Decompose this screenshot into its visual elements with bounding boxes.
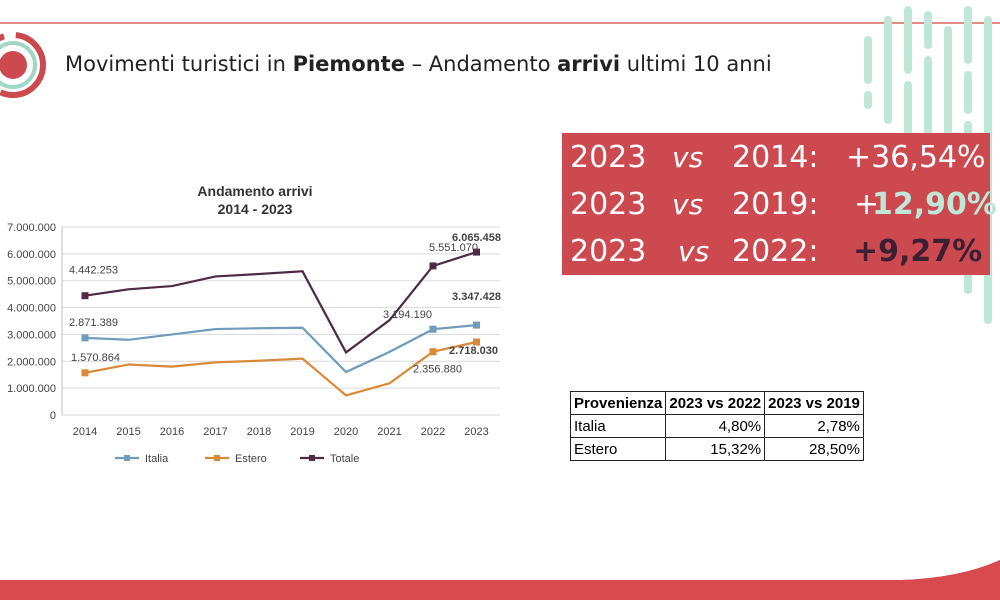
comparison-year: 2023 (570, 187, 647, 222)
y-tick-label: 4.000.000 (7, 303, 56, 315)
data-point-marker (473, 321, 480, 329)
x-tick-label: 2016 (160, 426, 184, 438)
y-tick-label: 1.000.000 (7, 383, 56, 395)
chart-title: Andamento arrivi (197, 183, 312, 199)
y-tick-label: 7.000.000 (7, 222, 56, 234)
brand-logo-icon (0, 32, 46, 98)
data-point-marker (473, 338, 480, 346)
column-header: 2023 vs 2019 (764, 391, 864, 415)
y-tick-label: 0 (50, 410, 56, 422)
table-cell: 2,78% (764, 414, 864, 438)
x-tick-label: 2018 (247, 426, 271, 438)
x-tick-label: 2014 (73, 426, 97, 438)
table-cell: Estero (569, 437, 667, 461)
comparison-value: +36,54% (846, 140, 986, 175)
series-line-italia (84, 324, 477, 374)
table-cell: 4,80% (665, 414, 766, 438)
x-tick-label: 2019 (290, 426, 314, 438)
comparison-row-2022: 2023 vs 2022: +9,27% (562, 229, 990, 275)
data-point-marker (429, 348, 437, 356)
table-cell: Italia (569, 414, 667, 438)
table-header-row: Provenienza 2023 vs 2022 2023 vs 2019 (569, 391, 864, 415)
footer-wave (0, 560, 1000, 600)
series-line-estero (84, 340, 477, 397)
data-label: 5.551.070 (429, 242, 478, 254)
data-label: 6.065.458 (452, 232, 501, 244)
data-label: 4.442.253 (69, 265, 118, 277)
data-point-marker (429, 325, 437, 333)
legend-marker (124, 455, 130, 461)
comparison-vs: vs (678, 235, 710, 268)
y-tick-label: 6.000.000 (7, 249, 56, 261)
comparison-base-year: 2019: (732, 187, 819, 222)
provenance-table: Provenienza 2023 vs 2022 2023 vs 2019 It… (569, 391, 864, 461)
arrivals-line-chart: Andamento arrivi 2014 - 2023 0 1.000.000 2… (7, 183, 501, 465)
data-point-marker (81, 292, 89, 300)
column-header: 2023 vs 2022 (665, 391, 766, 415)
legend-label: Italia (145, 453, 169, 465)
y-tick-label: 5.000.000 (7, 276, 56, 288)
data-label: 3.347.428 (452, 291, 501, 303)
comparison-base-year: 2022: (732, 234, 819, 269)
comparison-row-2014: 2023 vs 2014: +36,54% (562, 135, 990, 181)
data-label: 3.194.190 (383, 309, 432, 321)
comparison-row-2019: 2023 vs 2019: + 12,90% (562, 182, 997, 228)
x-tick-label: 2022 (421, 426, 445, 438)
table-cell: 15,32% (665, 437, 766, 461)
comparison-vs: vs (672, 188, 704, 221)
y-tick-label: 3.000.000 (7, 329, 56, 341)
comparison-year: 2023 (570, 140, 647, 175)
comparison-year: 2023 (570, 234, 647, 269)
legend-marker (309, 455, 315, 461)
comparison-banner: 2023 vs 2014: +36,54% 2023 vs 2019: + 12… (562, 133, 997, 275)
x-tick-label: 2021 (377, 426, 401, 438)
data-point-marker (429, 262, 437, 270)
table-row: Italia 4,80% 2,78% (569, 414, 864, 438)
chart-subtitle: 2014 - 2023 (218, 201, 293, 217)
data-point-marker (81, 369, 89, 377)
x-tick-label: 2015 (116, 426, 140, 438)
comparison-value: 12,90% (872, 187, 997, 222)
legend-label: Totale (330, 453, 359, 465)
table-cell: 28,50% (764, 437, 864, 461)
header-divider (0, 22, 1000, 24)
table-row: Estero 15,32% 28,50% (569, 437, 864, 461)
data-label: 2.718.030 (449, 345, 498, 357)
column-header: Provenienza (569, 391, 667, 415)
x-tick-label: 2020 (334, 426, 358, 438)
series-line-totale (84, 251, 477, 355)
x-tick-label: 2017 (203, 426, 227, 438)
comparison-base-year: 2014: (732, 140, 819, 175)
comparison-sign: + (854, 187, 880, 222)
data-label: 1.570.864 (71, 352, 120, 364)
legend-label: Estero (235, 453, 267, 465)
data-point-marker (81, 334, 89, 342)
y-tick-label: 2.000.000 (7, 356, 56, 368)
comparison-value: +9,27% (853, 234, 983, 269)
page-title: Movimenti turistici in Piemonte – Andame… (65, 52, 772, 76)
x-tick-label: 2023 (464, 426, 488, 438)
legend-marker (214, 455, 220, 461)
data-point-marker (473, 248, 480, 256)
comparison-vs: vs (672, 141, 704, 174)
data-label: 2.356.880 (413, 364, 462, 376)
data-label: 2.871.389 (69, 317, 118, 329)
